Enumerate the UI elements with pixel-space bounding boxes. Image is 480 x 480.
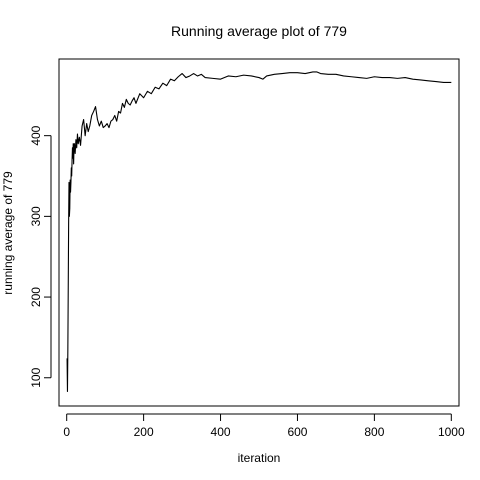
plot-frame — [58, 58, 460, 407]
x-ticks: 0 200 400 600 800 1000 — [63, 414, 465, 439]
y-ticks: 100 200 300 400 — [29, 125, 51, 388]
y-tick-label: 200 — [29, 287, 43, 307]
y-tick-label: 400 — [29, 125, 43, 145]
y-axis: 100 200 300 400 — [29, 125, 52, 388]
x-tick-label: 800 — [364, 425, 384, 439]
x-tick-label: 400 — [211, 425, 231, 439]
chart-title: Running average plot of 779 — [171, 23, 347, 39]
running-average-line — [66, 71, 452, 393]
x-tick-label: 0 — [63, 425, 70, 439]
x-axis-label: iteration — [238, 451, 281, 465]
x-axis: 0 200 400 600 800 1000 — [63, 413, 465, 439]
x-tick-label: 1000 — [438, 425, 465, 439]
y-axis-label: running average of 779 — [1, 171, 15, 295]
x-tick-label: 200 — [134, 425, 154, 439]
y-tick-label: 100 — [29, 367, 43, 387]
y-tick-label: 300 — [29, 206, 43, 226]
x-tick-label: 600 — [287, 425, 307, 439]
